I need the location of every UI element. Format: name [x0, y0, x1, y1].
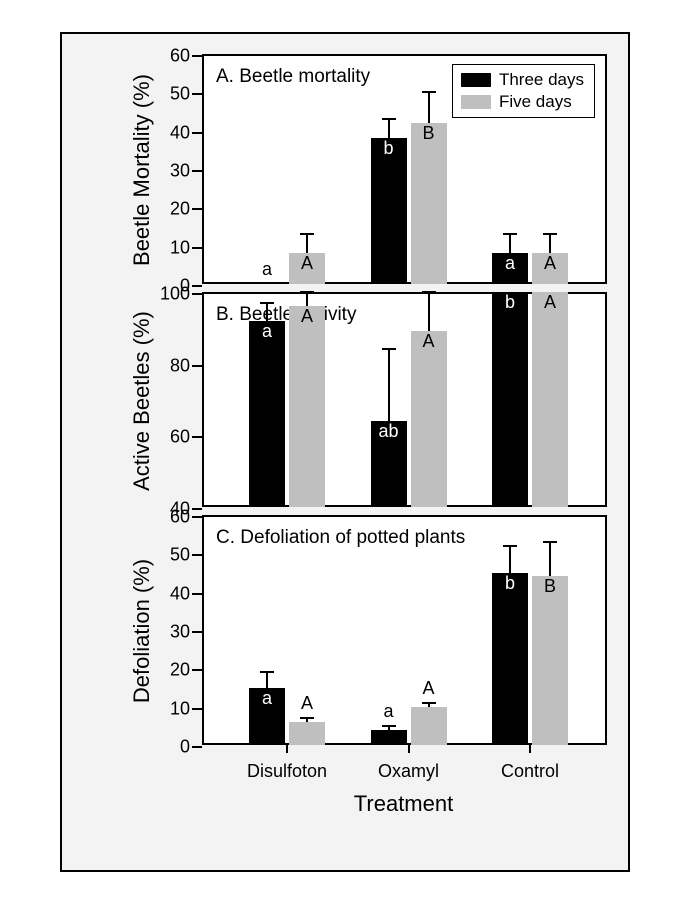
- significance-label: A: [532, 286, 568, 507]
- legend-swatch: [461, 73, 491, 87]
- bar-three_days: a: [492, 253, 528, 284]
- significance-label: B: [411, 117, 447, 284]
- significance-label: B: [532, 570, 568, 745]
- bar-five_days: A: [289, 306, 325, 507]
- bar-five_days: A: [289, 253, 325, 284]
- bar-five_days: A: [532, 253, 568, 284]
- legend-label: Three days: [499, 69, 584, 91]
- y-tick-label: 50: [170, 545, 190, 566]
- y-tick-label: 40: [170, 583, 190, 604]
- bar-five_days: A: [289, 722, 325, 745]
- y-tick-label: 30: [170, 161, 190, 182]
- significance-label: a: [492, 247, 528, 284]
- y-tick-label: 100: [160, 284, 190, 305]
- significance-label: b: [492, 286, 528, 507]
- bar-five_days: A: [411, 331, 447, 507]
- panel-title: A. Beetle mortality: [216, 66, 370, 88]
- panel-title: C. Defoliation of potted plants: [216, 527, 465, 549]
- chart-panel-B: 406080100Active Beetles (%)B. Beetle act…: [202, 292, 607, 507]
- significance-label: b: [371, 132, 407, 284]
- y-tick-label: 0: [180, 737, 190, 758]
- y-tick-label: 60: [170, 46, 190, 67]
- y-tick-label: 40: [170, 122, 190, 143]
- y-tick-label: 30: [170, 622, 190, 643]
- y-axis-label: Active Beetles (%): [129, 311, 155, 491]
- panel-title: B. Beetle activity: [216, 304, 356, 326]
- y-tick-label: 50: [170, 84, 190, 105]
- significance-label: A: [532, 247, 568, 284]
- significance-label: A: [289, 693, 325, 714]
- page: 0 10 20 30 40 50 60 Beetle Mortality (%) A. Beet…: [0, 0, 700, 906]
- x-tick-label: Control: [501, 761, 559, 782]
- legend-label: Five days: [499, 91, 572, 113]
- bar-three_days: a: [249, 321, 285, 507]
- figure-frame: 0 10 20 30 40 50 60 Beetle Mortality (%) A. Beet…: [60, 32, 630, 872]
- bar-five_days: A: [411, 707, 447, 745]
- bar-five_days: B: [411, 123, 447, 284]
- chart-panel-C: 0102030405060Defoliation (%)C. Defoliati…: [202, 515, 607, 745]
- y-tick-label: 80: [170, 355, 190, 376]
- significance-label: a: [371, 701, 407, 722]
- bar-three_days: b: [492, 292, 528, 507]
- bar-five_days: A: [532, 292, 568, 507]
- bar-three_days: b: [371, 138, 407, 284]
- y-tick-label: 20: [170, 199, 190, 220]
- significance-label: A: [289, 300, 325, 507]
- bar-three_days: a: [371, 730, 407, 745]
- y-axis-label: Beetle Mortality (%): [129, 74, 155, 266]
- significance-label: a: [249, 259, 285, 280]
- legend-swatch: [461, 95, 491, 109]
- chart-panel-A: 0102030405060Beetle Mortality (%)A. Beet…: [202, 54, 607, 284]
- significance-label: A: [411, 325, 447, 507]
- bar-five_days: B: [532, 576, 568, 745]
- significance-label: ab: [371, 415, 407, 507]
- legend: Three daysFive days: [452, 64, 595, 118]
- significance-label: A: [289, 247, 325, 284]
- x-tick-label: Disulfoton: [247, 761, 327, 782]
- significance-label: A: [411, 678, 447, 699]
- y-tick-label: 60: [170, 427, 190, 448]
- y-tick-label: 60: [170, 507, 190, 528]
- y-tick-label: 10: [170, 237, 190, 258]
- y-tick-label: 20: [170, 660, 190, 681]
- x-tick-label: Oxamyl: [378, 761, 439, 782]
- significance-label: b: [492, 567, 528, 746]
- y-axis-label: Defoliation (%): [129, 559, 155, 703]
- significance-label: a: [249, 682, 285, 746]
- bar-three_days: b: [492, 573, 528, 746]
- bar-three_days: a: [249, 688, 285, 746]
- x-axis-label: Treatment: [354, 791, 453, 817]
- y-tick-label: 10: [170, 698, 190, 719]
- bar-three_days: ab: [371, 421, 407, 507]
- significance-label: a: [249, 315, 285, 507]
